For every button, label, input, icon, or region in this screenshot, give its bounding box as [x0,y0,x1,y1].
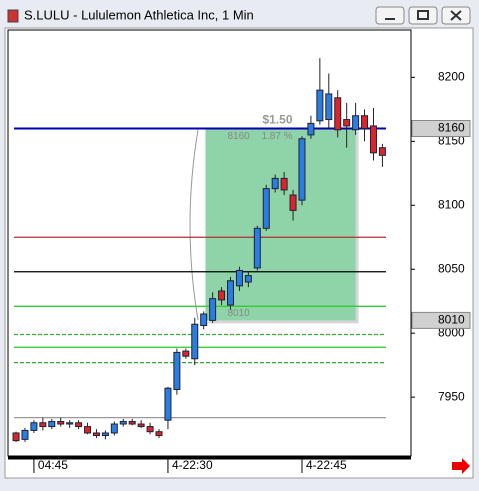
candle-body [110,423,118,434]
candle-body [325,93,333,121]
scroll-arrow[interactable] [452,458,470,474]
candle-body [92,432,100,437]
close-icon [450,10,462,21]
window-title: S.LULU - Lululemon Athletica Inc, 1 Min [24,7,254,22]
candle-body [75,422,83,428]
maximize-button[interactable] [408,6,438,25]
y-tick-label: 7950 [438,389,465,403]
price-marker-box [411,311,471,329]
candle-body [361,115,369,130]
measure-arc [189,129,199,321]
x-tick-label: 04:45 [38,458,68,472]
candle-body [298,138,306,201]
candle-body [271,177,279,190]
maximize-icon [417,10,429,20]
candle-body [209,298,217,321]
candle-body [289,194,297,211]
measure-change: $1.50 [262,113,292,127]
candle-body [334,97,342,131]
candle-body [146,426,154,433]
candle-body [137,423,145,428]
y-tick-label: 8100 [438,197,465,211]
x-tick-label: 4-22:30 [172,458,213,472]
candle-body [352,115,360,131]
candle-body [280,177,288,191]
candle-body [39,422,47,428]
y-tick-label: 8050 [438,261,465,275]
candle-body [218,290,226,301]
candle-body [119,420,127,425]
candle-body [226,280,234,306]
candle-body [369,125,377,154]
candle-body [48,420,56,428]
measure-low: 8010 [227,308,250,319]
candle-body [191,323,199,360]
candle-body [343,119,351,127]
candle-body [307,122,315,136]
candle-body [244,275,252,283]
price-marker-box [411,120,471,138]
minimize-button[interactable] [375,6,405,25]
y-tick-label: 8200 [438,70,465,84]
candle-body [84,426,92,434]
candle-body [57,420,65,425]
candle-body [101,432,109,437]
candle-body [262,188,270,229]
x-tick-label: 4-22:45 [306,458,347,472]
candle-body [182,350,190,357]
candle-body [164,387,172,421]
candle-body [12,432,20,442]
candle-body [128,420,136,425]
candle-body [66,422,74,425]
candle-body [200,313,208,327]
candle-body [21,429,29,440]
price-marker-label: 8160 [438,121,465,135]
candle-body [316,89,324,122]
window-icon [7,9,19,23]
measure-high: 8160 [227,131,250,142]
candle-body [30,422,38,431]
measure-percent: 1.87 % [261,131,292,142]
candle-body [235,270,243,287]
candle-body [173,351,181,390]
candle-body [155,431,163,437]
candle-body [378,147,386,156]
candle-body [253,227,261,269]
price-marker-label: 8010 [438,313,465,327]
window-buttons [375,6,471,25]
